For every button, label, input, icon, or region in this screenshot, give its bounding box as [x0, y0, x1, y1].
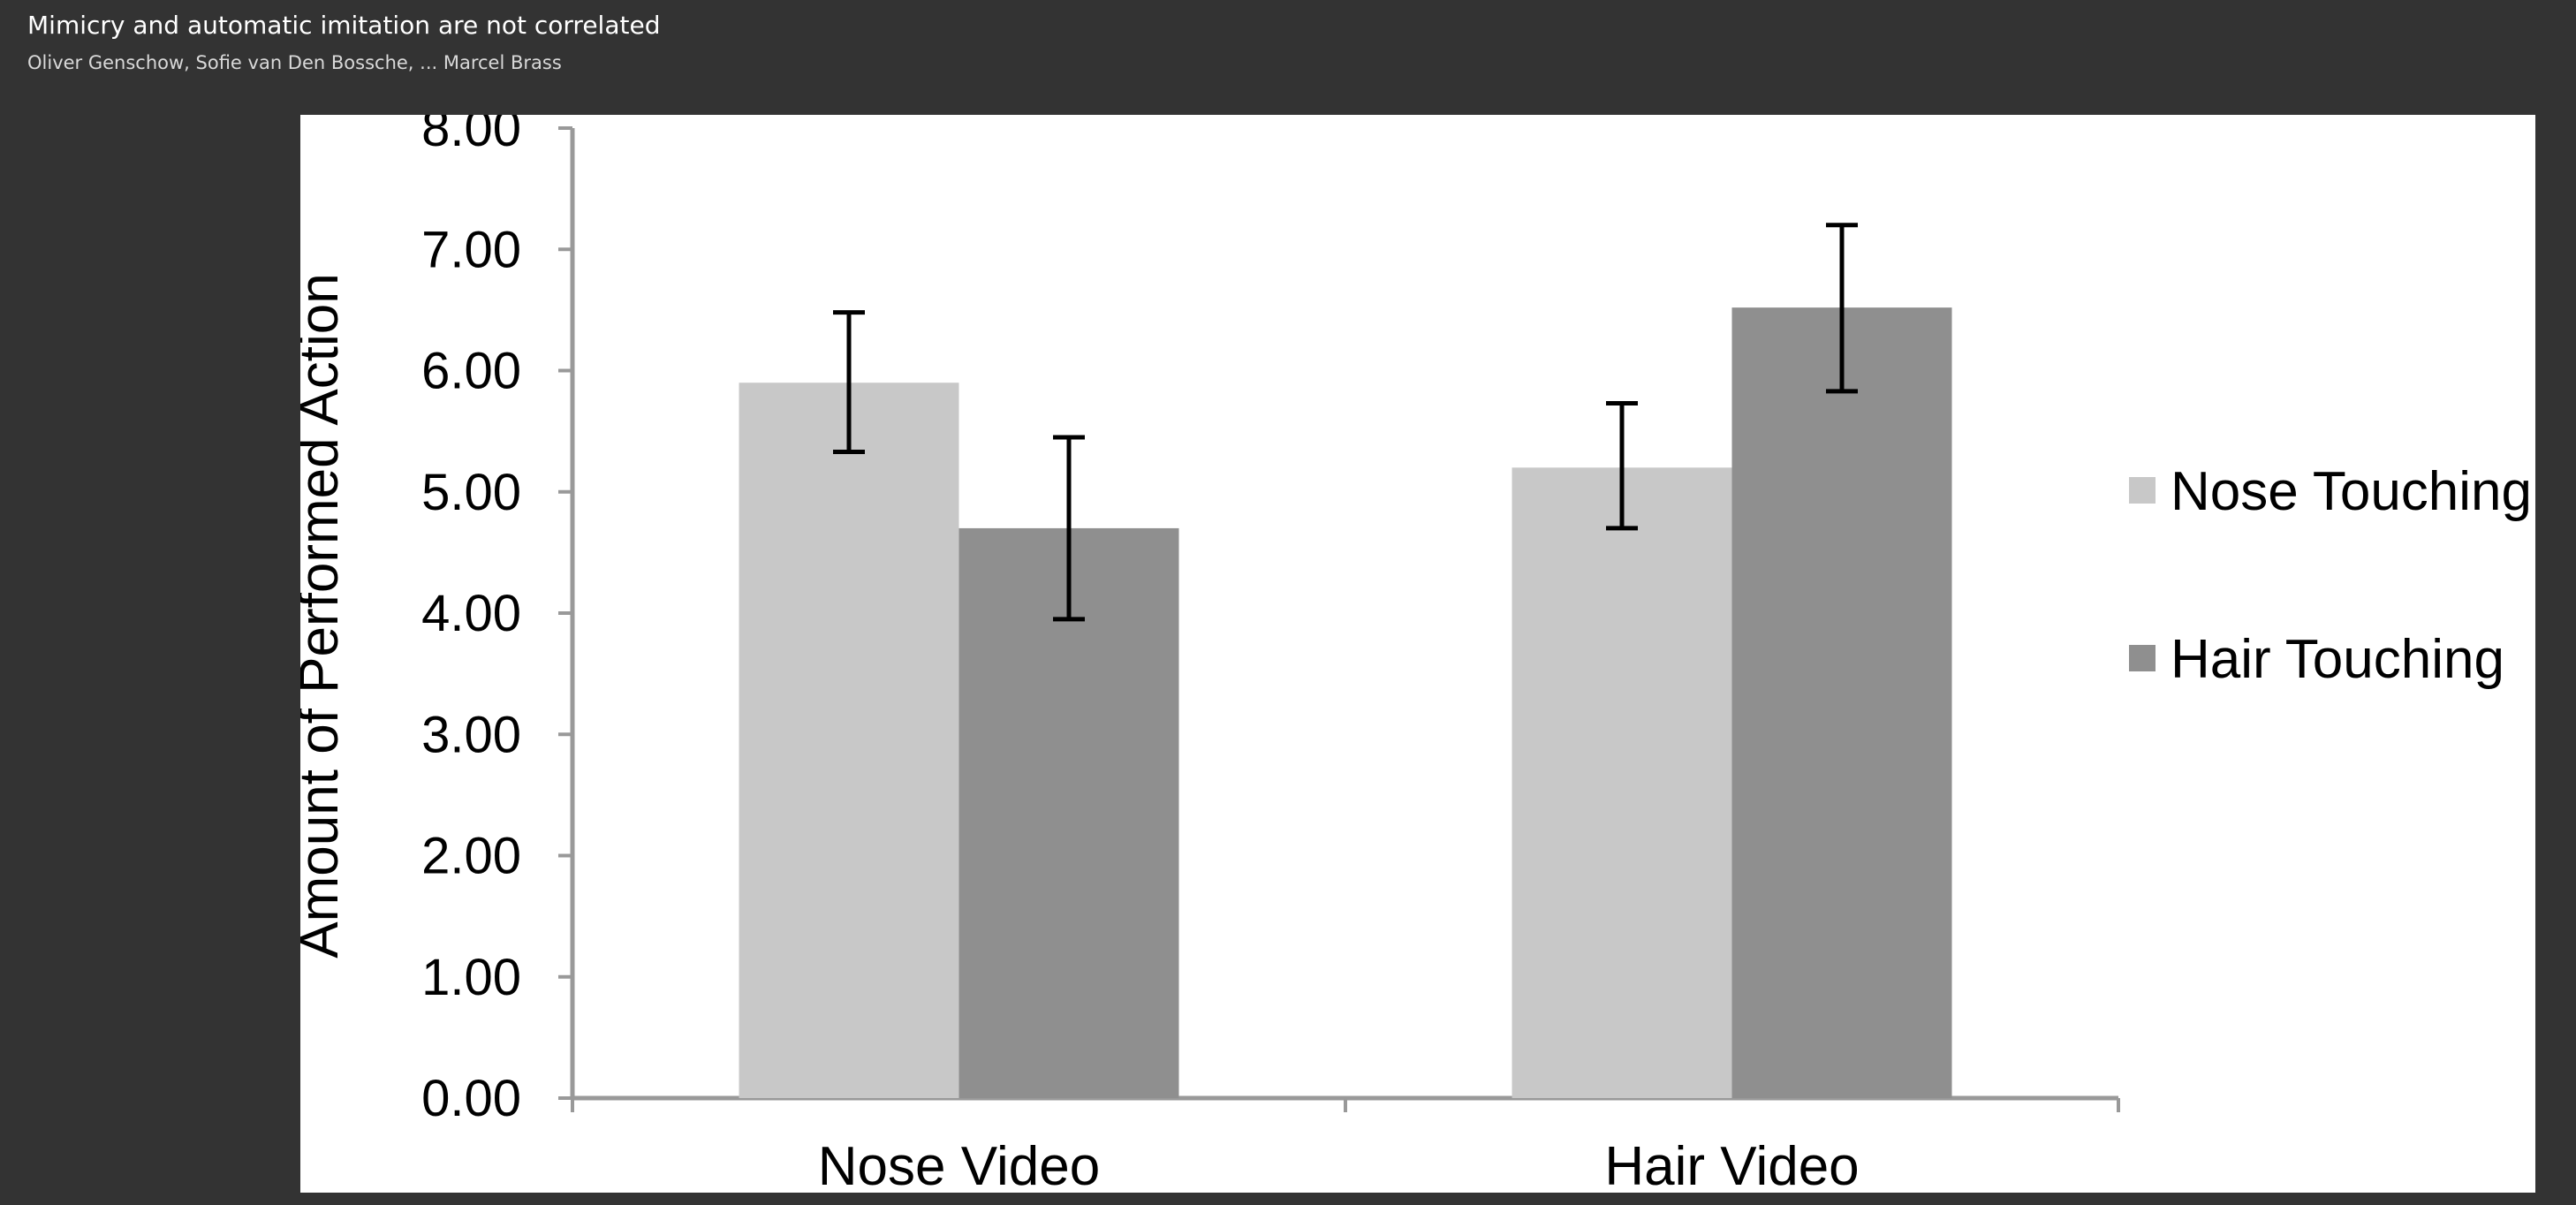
y-tick-label: 1.00: [421, 949, 521, 1006]
bar: [739, 383, 959, 1099]
y-tick-label: 5.00: [421, 464, 521, 521]
bar-chart: 0.00 1.00 2.00 3.00 4.00 5.00 6.00 7.00 8.00 Amou…: [300, 115, 2532, 1193]
document-title: Mimicry and automatic imitation are not …: [27, 11, 661, 40]
y-tick-label: 2.00: [421, 828, 521, 885]
bar: [958, 527, 1179, 1098]
bar: [1512, 467, 1732, 1098]
y-axis-title: Amount of Performed Action: [300, 273, 350, 958]
legend-label: Nose Touching: [2171, 461, 2532, 522]
x-category-label: Nose Video: [818, 1136, 1100, 1193]
legend-swatch: [2129, 645, 2156, 671]
y-tick-label: 8.00: [421, 115, 521, 157]
y-tick-label: 0.00: [421, 1070, 521, 1127]
y-tick-label: 6.00: [421, 343, 521, 400]
viewer-header: Mimicry and automatic imitation are not …: [0, 0, 2576, 113]
y-tick-label: 4.00: [421, 585, 521, 642]
legend-label: Hair Touching: [2171, 629, 2504, 690]
document-authors: Oliver Genschow, Sofie van Den Bossche, …: [27, 52, 562, 73]
y-tick-label: 7.00: [421, 221, 521, 278]
y-tick-label: 3.00: [421, 706, 521, 763]
legend-swatch: [2129, 477, 2156, 504]
x-category-label: Hair Video: [1604, 1136, 1859, 1193]
figure-panel: 0.00 1.00 2.00 3.00 4.00 5.00 6.00 7.00 8.00 Amou…: [300, 115, 2535, 1193]
bar: [1731, 307, 1952, 1098]
